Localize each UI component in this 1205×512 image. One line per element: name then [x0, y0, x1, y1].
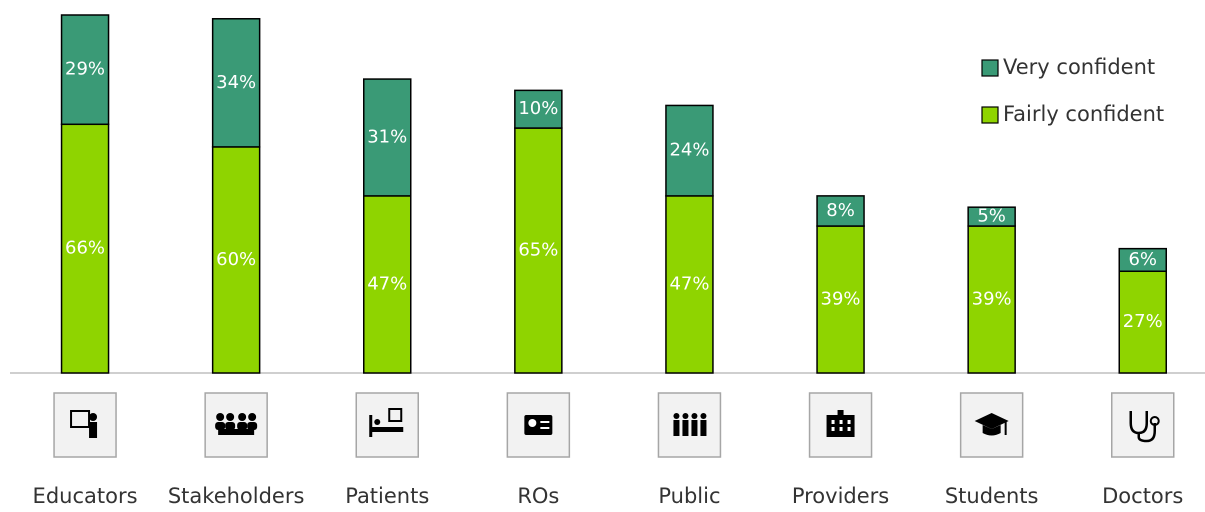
icon-part [839, 420, 843, 424]
x-tick-label: Public [658, 484, 720, 508]
icon-part [225, 422, 236, 430]
icon-part [70, 410, 91, 428]
bar-segment [211, 146, 261, 374]
legend-label: Very confident [1003, 55, 1155, 79]
icon-part [691, 420, 698, 436]
icon-part [673, 420, 680, 436]
icon [974, 413, 1009, 436]
icon [673, 413, 707, 436]
icon-part [524, 415, 553, 435]
value-label: 47% [669, 273, 709, 294]
x-tick-label: ROs [517, 484, 559, 508]
icon-part [682, 420, 689, 436]
value-label: 31% [367, 126, 407, 147]
icon-box [53, 392, 117, 458]
icon-part [237, 422, 248, 430]
icon-part [831, 420, 835, 424]
value-label: 65% [518, 240, 558, 261]
x-tick-label: Doctors [1102, 484, 1183, 508]
icon-part [248, 413, 257, 421]
icon-part [247, 422, 258, 430]
icon-part [1149, 416, 1160, 426]
icon-part [89, 413, 98, 421]
icon-part [673, 413, 680, 419]
icon-part [215, 422, 226, 430]
icon-box [355, 392, 419, 458]
value-label: 10% [518, 98, 558, 119]
icon-part [700, 413, 707, 419]
icon-part [982, 425, 1001, 436]
icon-part [847, 420, 851, 424]
x-tick-label: Students [945, 484, 1039, 508]
icon-part [1129, 411, 1156, 443]
x-tick-label: Providers [792, 484, 889, 508]
bar-segment [665, 104, 714, 197]
value-label: 60% [216, 249, 256, 270]
bar-segment [514, 127, 563, 374]
icon-part [700, 420, 707, 436]
legend-label: Fairly confident [1003, 102, 1164, 126]
x-tick-label: Patients [345, 484, 429, 508]
icon [369, 408, 404, 437]
icon-part [540, 421, 550, 423]
icon-part [89, 422, 98, 438]
icon-part [540, 427, 550, 429]
value-label: 29% [65, 59, 105, 80]
icon-part [831, 427, 835, 431]
value-label: 39% [972, 289, 1012, 310]
value-label: 8% [826, 200, 855, 221]
icon-part [388, 408, 403, 422]
icon [524, 415, 553, 435]
icon-box [204, 392, 268, 458]
icon-part [682, 413, 689, 419]
legend-swatch [981, 59, 999, 77]
value-label: 47% [367, 273, 407, 294]
bar-segment [211, 18, 261, 148]
icon-part [238, 413, 247, 421]
bar-segment [967, 206, 1016, 227]
icon [1129, 411, 1160, 443]
x-tick-label: Educators [33, 484, 138, 508]
value-label: 34% [216, 72, 256, 93]
icon-part [528, 419, 537, 427]
value-label: 5% [977, 206, 1006, 227]
value-label: 6% [1128, 249, 1157, 270]
bar-segment [1118, 247, 1167, 273]
icon-part [826, 415, 855, 437]
bar-segment [363, 78, 412, 197]
icon-part [374, 419, 381, 425]
legend-swatch [981, 106, 999, 124]
icon-part [691, 413, 698, 419]
icon-part [218, 429, 255, 435]
icon [215, 413, 258, 435]
icon-part [369, 415, 373, 437]
value-label: 66% [65, 238, 105, 259]
icon-part [1004, 421, 1007, 435]
bar-segment [60, 14, 110, 126]
icon-box [1111, 392, 1175, 458]
icon-part [847, 427, 851, 431]
icon-box [506, 392, 571, 458]
icon-part [839, 427, 843, 431]
icon-part [216, 413, 225, 421]
icon-box [657, 392, 722, 458]
bar-segment [665, 195, 714, 374]
icon [826, 410, 855, 437]
value-label: 27% [1123, 311, 1163, 332]
icon [70, 410, 98, 438]
icon-part [371, 427, 404, 432]
value-label: 39% [821, 289, 861, 310]
value-label: 24% [669, 140, 709, 161]
bar-segment [363, 195, 412, 374]
bar-segment [60, 123, 110, 374]
icon-part [974, 413, 1009, 429]
bar-segment [816, 195, 865, 227]
icon-part [837, 410, 844, 415]
bar-segment [514, 89, 563, 129]
x-tick-label: Stakeholders [168, 484, 305, 508]
bar-segment [816, 225, 865, 374]
icon-part [226, 413, 235, 421]
